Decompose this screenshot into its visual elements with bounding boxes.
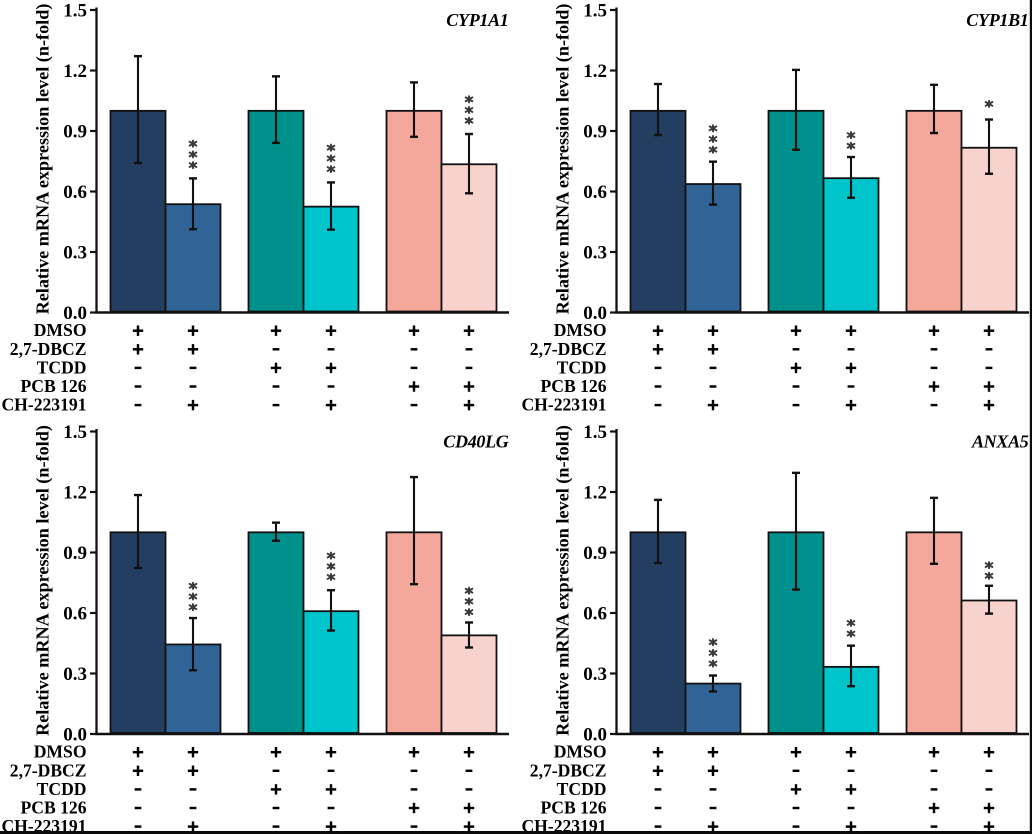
svg-text:1.2: 1.2 (63, 483, 87, 504)
svg-text:PCB 126: PCB 126 (541, 798, 607, 818)
svg-text:CH-223191: CH-223191 (521, 395, 606, 415)
svg-text:0.3: 0.3 (63, 243, 87, 264)
svg-text:CYP1A1: CYP1A1 (446, 10, 508, 30)
svg-text:0.0: 0.0 (583, 303, 607, 324)
svg-text:CH-223191: CH-223191 (1, 395, 86, 415)
svg-text:1.2: 1.2 (63, 61, 87, 82)
svg-text:DMSO: DMSO (34, 742, 87, 762)
svg-text:0.9: 0.9 (583, 543, 607, 564)
svg-text:0.9: 0.9 (63, 543, 87, 564)
svg-text:CYP1B1: CYP1B1 (966, 10, 1028, 30)
svg-text:0.6: 0.6 (63, 604, 87, 625)
svg-text:ANXA5: ANXA5 (971, 431, 1029, 451)
svg-text:1.5: 1.5 (63, 422, 87, 443)
svg-text:2,7-DBCZ: 2,7-DBCZ (530, 339, 607, 359)
svg-text:1.5: 1.5 (583, 422, 607, 443)
svg-text:1.5: 1.5 (583, 1, 607, 22)
svg-text:DMSO: DMSO (554, 320, 607, 340)
svg-text:0.6: 0.6 (583, 182, 607, 203)
svg-text:2,7-DBCZ: 2,7-DBCZ (10, 760, 87, 780)
svg-text:0.0: 0.0 (63, 725, 87, 746)
svg-text:0.9: 0.9 (63, 122, 87, 143)
svg-text:CH-223191: CH-223191 (521, 816, 606, 834)
svg-text:TCDD: TCDD (37, 357, 87, 377)
svg-text:DMSO: DMSO (34, 320, 87, 340)
svg-text:PCB 126: PCB 126 (21, 798, 87, 818)
svg-text:1.2: 1.2 (583, 61, 607, 82)
svg-text:PCB 126: PCB 126 (21, 376, 87, 396)
svg-text:0.0: 0.0 (583, 725, 607, 746)
svg-text:Relative mRNA expression level: Relative mRNA expression level (n-fold) (33, 425, 54, 736)
svg-text:PCB 126: PCB 126 (541, 376, 607, 396)
svg-text:DMSO: DMSO (554, 742, 607, 762)
svg-text:0.3: 0.3 (63, 664, 87, 685)
svg-text:0.3: 0.3 (583, 243, 607, 264)
svg-text:TCDD: TCDD (37, 779, 87, 799)
svg-text:0.6: 0.6 (63, 182, 87, 203)
svg-text:Relative mRNA expression level: Relative mRNA expression level (n-fold) (553, 4, 574, 315)
svg-text:2,7-DBCZ: 2,7-DBCZ (10, 339, 87, 359)
svg-text:0.9: 0.9 (583, 122, 607, 143)
svg-text:CH-223191: CH-223191 (1, 816, 86, 834)
svg-text:0.6: 0.6 (583, 604, 607, 625)
svg-text:Relative mRNA expression level: Relative mRNA expression level (n-fold) (553, 425, 574, 736)
svg-text:1.5: 1.5 (63, 1, 87, 22)
svg-text:CD40LG: CD40LG (443, 431, 509, 451)
svg-text:1.2: 1.2 (583, 483, 607, 504)
svg-text:0.0: 0.0 (63, 303, 87, 324)
svg-text:TCDD: TCDD (557, 779, 607, 799)
svg-text:Relative mRNA expression level: Relative mRNA expression level (n-fold) (33, 4, 54, 315)
svg-text:0.3: 0.3 (583, 664, 607, 685)
svg-text:2,7-DBCZ: 2,7-DBCZ (530, 760, 607, 780)
svg-text:TCDD: TCDD (557, 357, 607, 377)
